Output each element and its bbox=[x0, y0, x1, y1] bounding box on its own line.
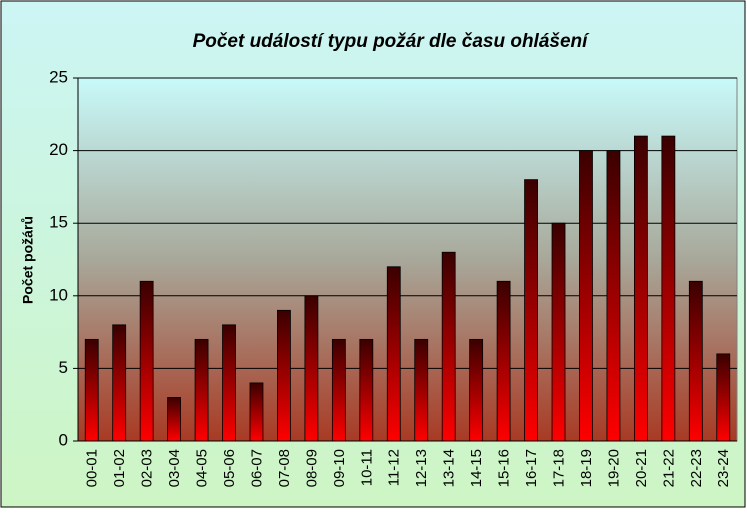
y-tick-label: 25 bbox=[49, 67, 68, 86]
x-tick-label: 14-15 bbox=[468, 449, 485, 487]
x-tick-label: 04-05 bbox=[194, 449, 211, 487]
x-tick-label: 20-21 bbox=[633, 449, 650, 487]
bar bbox=[84, 338, 99, 442]
x-tick-label: 22-23 bbox=[688, 449, 705, 487]
bar bbox=[688, 280, 703, 442]
bar bbox=[496, 280, 511, 442]
y-tick-label: 5 bbox=[59, 358, 68, 377]
x-tick-label: 21-22 bbox=[660, 449, 677, 487]
bar bbox=[579, 150, 593, 442]
bar bbox=[304, 295, 319, 442]
x-tick-label: 10-11 bbox=[358, 449, 375, 486]
x-tick-label: 18-19 bbox=[578, 449, 595, 487]
x-tick-label: 11-12 bbox=[386, 449, 403, 486]
bar bbox=[331, 338, 346, 442]
bar bbox=[249, 382, 264, 442]
y-tick-label: 20 bbox=[49, 140, 68, 159]
bar bbox=[167, 397, 182, 442]
y-axis-label: Počet požárů bbox=[20, 216, 36, 304]
x-tick-label: 07-08 bbox=[276, 449, 293, 487]
bar bbox=[551, 222, 566, 442]
bar bbox=[139, 280, 154, 442]
x-tick-label: 13-14 bbox=[441, 449, 458, 487]
y-tick-label: 10 bbox=[49, 285, 68, 304]
x-tick-label: 23-24 bbox=[715, 449, 732, 487]
bar bbox=[469, 338, 484, 442]
y-tick-label: 15 bbox=[49, 213, 68, 232]
bar bbox=[277, 309, 291, 442]
x-tick-label: 08-09 bbox=[303, 449, 320, 487]
bar bbox=[414, 338, 429, 442]
x-tick-label: 00-01 bbox=[84, 449, 101, 487]
x-tick-label: 06-07 bbox=[248, 449, 265, 487]
x-tick-label: 05-06 bbox=[221, 449, 238, 487]
bar bbox=[112, 324, 127, 442]
y-tick-label: 0 bbox=[59, 430, 68, 449]
bar bbox=[661, 135, 676, 442]
x-tick-label: 09-10 bbox=[331, 449, 348, 487]
bar bbox=[441, 251, 456, 442]
bar bbox=[524, 179, 538, 442]
bar bbox=[359, 338, 374, 442]
bar bbox=[194, 338, 209, 442]
plot-area bbox=[77, 77, 738, 442]
x-tick-label: 02-03 bbox=[139, 449, 156, 487]
chart-title: Počet událostí typu požár dle času ohláš… bbox=[193, 31, 591, 52]
x-tick-label: 17-18 bbox=[550, 449, 567, 487]
x-tick-label: 19-20 bbox=[605, 449, 622, 487]
bar bbox=[606, 150, 621, 442]
x-tick-label: 15-16 bbox=[496, 449, 513, 487]
x-tick-label: 12-13 bbox=[413, 449, 430, 487]
bar bbox=[386, 266, 401, 442]
bar bbox=[222, 324, 236, 442]
x-tick-label: 01-02 bbox=[111, 449, 128, 487]
bar bbox=[716, 353, 731, 442]
x-tick-label: 03-04 bbox=[166, 449, 183, 487]
x-tick-label: 16-17 bbox=[523, 449, 540, 487]
bar bbox=[633, 135, 648, 442]
